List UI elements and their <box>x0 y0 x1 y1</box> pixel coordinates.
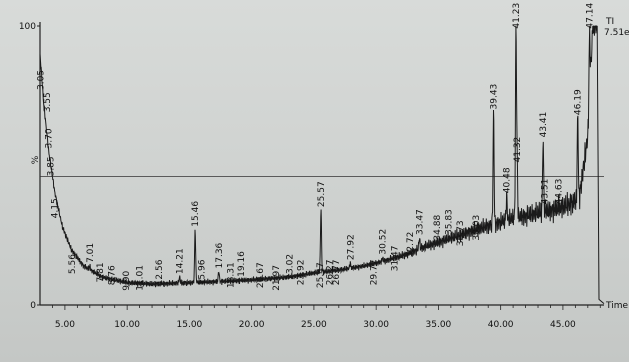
y-tick-label: 0 <box>30 301 36 311</box>
peak-label: 39.43 <box>490 84 500 110</box>
peak-label: 35.83 <box>445 209 455 235</box>
peak-label: 19.16 <box>237 251 247 277</box>
peak-label: 23.92 <box>297 260 307 286</box>
corner-label-ti: TI <box>605 17 614 27</box>
peak-label: 38.03 <box>472 215 482 241</box>
y-axis-label: % <box>31 155 41 164</box>
peak-label: 23.02 <box>285 254 295 280</box>
peak-label: 3.05 <box>37 70 47 90</box>
peak-label: 14.21 <box>176 248 186 274</box>
peak-label: 41.23 <box>512 3 522 29</box>
peak-label: 43.41 <box>539 112 549 138</box>
x-tick-label: 25.00 <box>301 320 327 330</box>
peak-label: 12.56 <box>155 259 165 285</box>
peak-label: 47.14 <box>586 3 596 29</box>
misc-labels: Time% TI7.51e <box>31 17 629 311</box>
peak-label: 30.52 <box>379 229 389 255</box>
axes: 0 100 5.00 10.00 15.00 20.00 25.00 30.00 35.00 40… <box>19 22 604 330</box>
peak-labels: 3.05 3.55 3.70 3.85 4.15 5.56 7.017.81 8.76 9.90… <box>37 3 596 291</box>
x-tick-label: 30.00 <box>363 320 389 330</box>
x-tick-label: 35.00 <box>426 320 452 330</box>
peak-label: 7.81 <box>96 262 106 282</box>
peak-label: 25.47 <box>316 262 326 288</box>
x-tick-label: 5.00 <box>55 320 75 330</box>
peak-label: 34.88 <box>433 215 443 241</box>
peak-label: 21.97 <box>272 265 282 291</box>
x-tick-label: 40.00 <box>488 320 514 330</box>
peak-label: 32.72 <box>406 232 416 258</box>
peak-label: 5.56 <box>68 254 78 274</box>
peak-label: 44.63 <box>554 179 564 205</box>
x-tick-label: 10.00 <box>114 320 140 330</box>
trace <box>39 25 605 304</box>
corner-label-scale: 7.51e <box>604 28 629 38</box>
y-tick-label: 100 <box>19 22 36 32</box>
peak-label: 8.76 <box>108 265 118 285</box>
peak-label: 15.46 <box>191 201 201 227</box>
x-tick-label: 15.00 <box>177 320 203 330</box>
peak-label: 4.15 <box>50 198 60 218</box>
peak-label: 17.36 <box>215 242 225 268</box>
peak-label: 3.85 <box>47 156 57 176</box>
peak-label: 40.48 <box>503 167 513 193</box>
peak-label: 20.67 <box>256 262 266 288</box>
peak-label: 15.96 <box>197 259 207 285</box>
chromatogram-trace <box>39 25 605 304</box>
peak-label: 36.73 <box>456 220 466 246</box>
peak-label: 41.32 <box>513 137 523 163</box>
peak-label: 29.77 <box>369 260 379 286</box>
x-tick-label: 20.00 <box>239 320 265 330</box>
x-axis-label: Time <box>605 301 628 311</box>
peak-label: 46.19 <box>574 89 584 115</box>
peak-label: 43.51 <box>540 179 550 205</box>
peak-label: 26.77 <box>332 260 342 286</box>
peak-label: 3.55 <box>43 92 53 112</box>
peak-label: 26.27 <box>326 260 336 286</box>
peak-label: 31.47 <box>391 246 401 272</box>
peak-label: 33.47 <box>415 209 425 235</box>
peak-label: 25.57 <box>317 181 327 207</box>
x-tick-label: 45.00 <box>550 320 576 330</box>
peak-label: 18.31 <box>227 262 237 288</box>
peak-label: 27.92 <box>346 234 356 260</box>
peak-label: 11.01 <box>136 265 146 291</box>
peak-label: 3.70 <box>45 128 55 148</box>
peak-label: 9.90 <box>122 270 132 290</box>
peak-label: 7.01 <box>86 243 96 263</box>
